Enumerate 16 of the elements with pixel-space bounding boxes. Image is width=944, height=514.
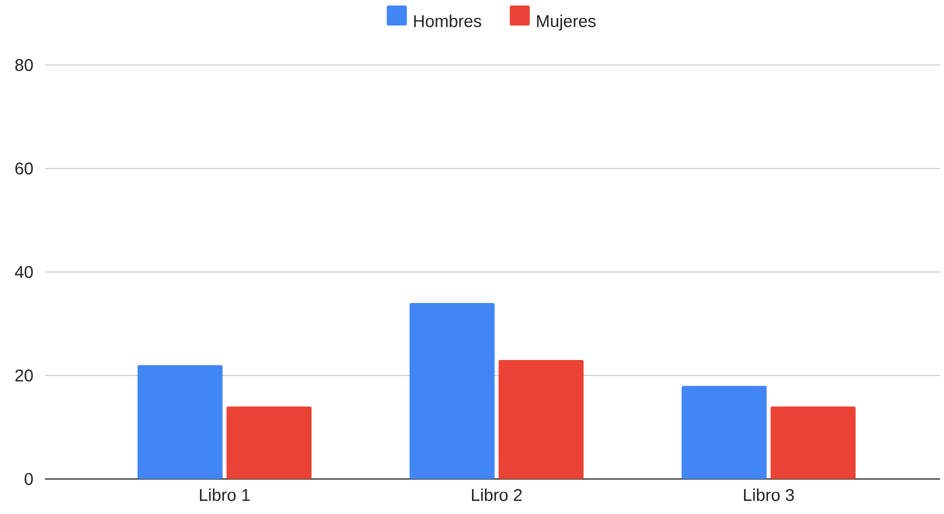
bar bbox=[138, 365, 223, 479]
y-tick-label: 40 bbox=[14, 266, 33, 278]
bar bbox=[770, 406, 856, 479]
bar bbox=[498, 360, 584, 479]
x-tick-label: Libro 3 bbox=[744, 488, 794, 502]
y-tick-label: 20 bbox=[15, 369, 33, 382]
y-tick-label: 60 bbox=[15, 162, 33, 175]
x-tick-label: Libro 1 bbox=[200, 488, 250, 502]
bar bbox=[226, 406, 312, 479]
y-tick-label: 0 bbox=[24, 472, 33, 486]
legend-label: Mujeres bbox=[537, 14, 596, 30]
bar bbox=[682, 386, 767, 479]
x-tick-label: Libro 2 bbox=[472, 488, 522, 502]
bar bbox=[410, 303, 495, 479]
legend-label: Hombres bbox=[414, 14, 482, 28]
y-tick-label: 80 bbox=[15, 58, 33, 72]
